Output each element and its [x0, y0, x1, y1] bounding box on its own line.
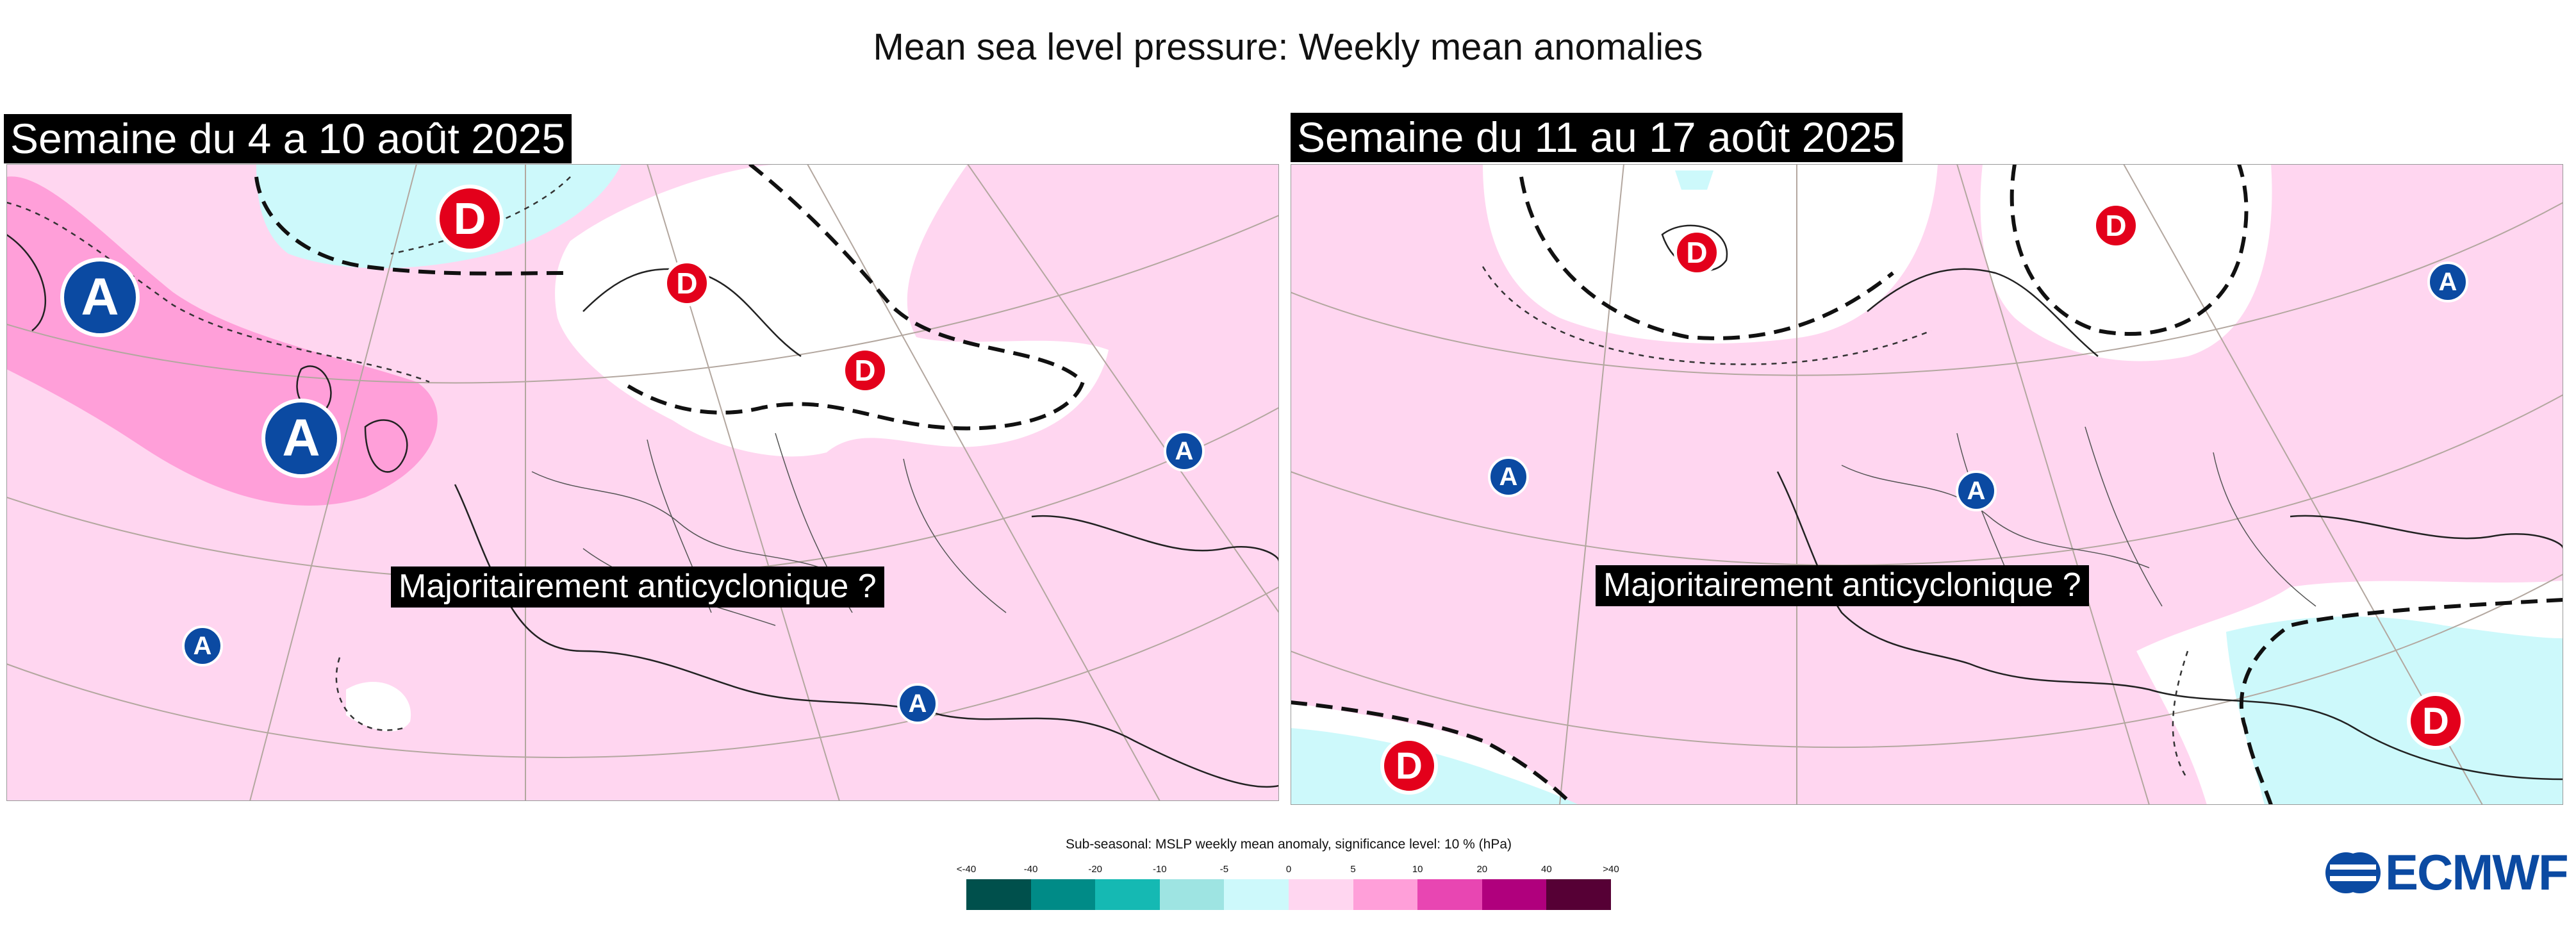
coastlines — [1661, 224, 2563, 781]
week-label-1: Semaine du 4 a 10 août 2025 — [4, 114, 572, 164]
anomaly-field-negative-small — [1675, 170, 1713, 190]
legend-tick-label: 5 — [1350, 864, 1356, 875]
legend-swatch — [1224, 879, 1289, 910]
high-marker: A — [182, 625, 223, 666]
legend-swatch — [1159, 879, 1225, 910]
legend-swatch — [1288, 879, 1353, 910]
logo-text: ECMWF — [2385, 844, 2569, 900]
chart-title: Mean sea level pressure: Weekly mean ano… — [873, 26, 1703, 68]
annotation-week-2: Majoritairement anticyclonique ? — [1596, 565, 2089, 606]
annotation-week-1: Majoritairement anticyclonique ? — [391, 566, 884, 608]
legend-title: Sub-seasonal: MSLP weekly mean anomaly, … — [1065, 837, 1512, 852]
legend-tick-label: -20 — [1088, 864, 1103, 875]
high-marker: A — [2427, 261, 2468, 302]
high-marker: A — [261, 399, 341, 478]
low-marker: D — [664, 260, 710, 306]
map-panel-week-2 — [1291, 164, 2563, 805]
map-panel-week-1 — [6, 164, 1279, 801]
legend-swatch — [1030, 879, 1096, 910]
map-week-1 — [6, 164, 1279, 801]
legend-colorbar — [966, 879, 1611, 910]
legend-tick-label: -5 — [1219, 864, 1229, 875]
legend-swatch — [1546, 879, 1611, 910]
legend-tick-label: 40 — [1541, 864, 1552, 875]
high-marker: A — [1164, 431, 1205, 472]
legend-swatch — [1482, 879, 1547, 910]
legend-swatch — [1353, 879, 1418, 910]
anomaly-field-negative-southeast — [2226, 616, 2563, 805]
high-marker: A — [1488, 456, 1529, 497]
dotted-contours — [1482, 266, 2189, 780]
high-marker: A — [1956, 470, 1997, 511]
week-label-2: Semaine du 11 au 17 août 2025 — [1291, 113, 1903, 163]
legend-tick-label: -10 — [1152, 864, 1167, 875]
ecmwf-logo: ECMWF — [2324, 843, 2569, 902]
legend-tick-label: 0 — [1285, 864, 1292, 875]
high-marker: A — [897, 683, 938, 724]
legend-tick-label: <-40 — [956, 864, 977, 875]
insignificant-region — [555, 164, 1109, 457]
ecmwf-logo-icon — [2325, 852, 2381, 893]
low-marker: D — [2407, 692, 2465, 750]
low-marker: D — [436, 185, 504, 252]
legend-swatch — [966, 879, 1031, 910]
legend-tick-label: >40 — [1603, 864, 1619, 875]
legend-tick-label: 20 — [1476, 864, 1488, 875]
legend-tick-label: 10 — [1412, 864, 1423, 875]
legend-swatch — [1417, 879, 1482, 910]
dashed-contours — [1291, 164, 2563, 805]
legend-swatch — [1095, 879, 1160, 910]
high-marker: A — [60, 258, 140, 337]
low-marker: D — [1380, 737, 1438, 795]
low-marker: D — [1674, 229, 1720, 276]
graticule — [1291, 164, 2563, 805]
legend-tick-label: -40 — [1023, 864, 1038, 875]
dashed-contours — [254, 164, 1086, 431]
map-week-2 — [1291, 164, 2563, 805]
legend-ticks: <-40 -40 -20 -10 -5 0 5 10 20 40 >40 — [957, 864, 1619, 879]
low-marker: D — [842, 347, 888, 393]
low-marker: D — [2093, 203, 2139, 249]
insignificant-region-small — [346, 682, 411, 732]
colorbar-legend: Sub-seasonal: MSLP weekly mean anomaly, … — [957, 837, 1619, 910]
